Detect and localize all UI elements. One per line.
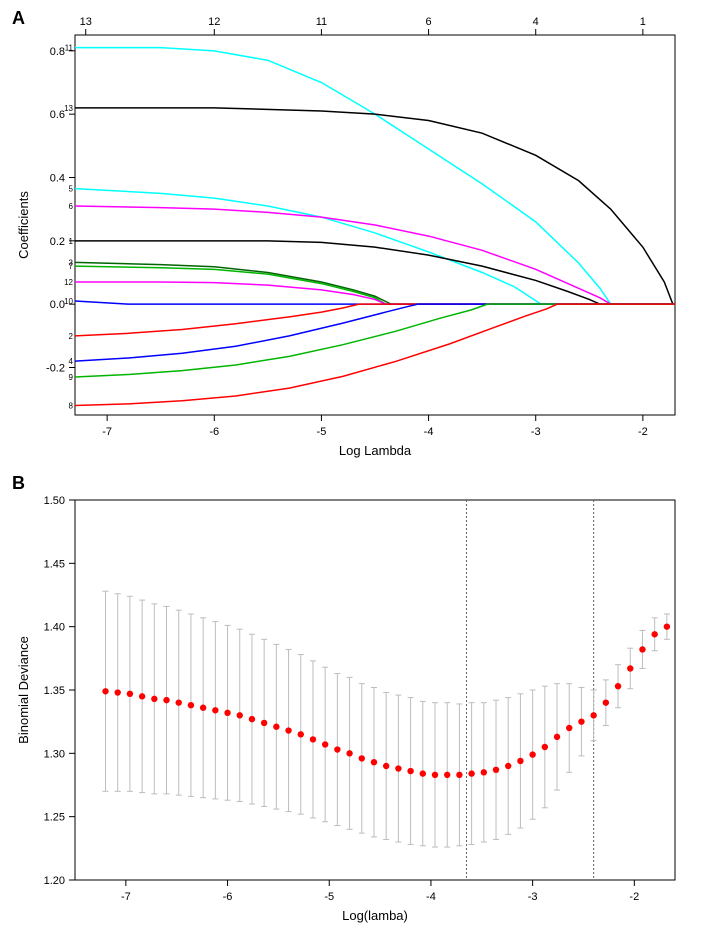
svg-text:-7: -7 [102, 426, 112, 438]
svg-text:12: 12 [64, 278, 73, 287]
svg-text:0.0: 0.0 [50, 299, 65, 311]
svg-text:-4: -4 [424, 426, 434, 438]
svg-text:Coefficients: Coefficients [16, 191, 31, 259]
svg-text:4: 4 [533, 16, 539, 28]
svg-text:1.40: 1.40 [44, 622, 65, 634]
svg-text:-2: -2 [638, 426, 648, 438]
svg-text:1: 1 [69, 237, 74, 246]
svg-text:10: 10 [64, 297, 73, 306]
svg-text:-4: -4 [426, 891, 436, 903]
svg-text:1.30: 1.30 [44, 748, 65, 760]
panel-a: A -7-6-5-4-3-2131211641-0.20.00.20.40.60… [10, 10, 698, 460]
svg-text:0.4: 0.4 [50, 173, 65, 185]
svg-text:Binomial Deviance: Binomial Deviance [16, 636, 31, 744]
svg-text:-3: -3 [531, 426, 541, 438]
svg-text:1: 1 [640, 16, 646, 28]
svg-text:1.35: 1.35 [44, 685, 65, 697]
svg-text:Log Lambda: Log Lambda [339, 443, 412, 458]
svg-text:1.45: 1.45 [44, 558, 65, 570]
svg-text:11: 11 [65, 44, 74, 53]
svg-text:-5: -5 [317, 426, 327, 438]
panel-a-label: A [12, 8, 25, 29]
svg-text:1.20: 1.20 [44, 875, 65, 887]
svg-text:6: 6 [69, 202, 74, 211]
panel-a-svg: -7-6-5-4-3-2131211641-0.20.00.20.40.60.8… [10, 10, 698, 460]
svg-text:Log(lamba): Log(lamba) [342, 908, 408, 923]
svg-text:7: 7 [69, 262, 74, 271]
svg-text:11: 11 [316, 16, 327, 28]
figure-container: A -7-6-5-4-3-2131211641-0.20.00.20.40.60… [10, 10, 698, 925]
svg-text:0.6: 0.6 [50, 109, 65, 121]
svg-text:5: 5 [69, 185, 74, 194]
svg-text:6: 6 [426, 16, 432, 28]
svg-text:9: 9 [69, 373, 74, 382]
svg-text:-5: -5 [324, 891, 334, 903]
svg-text:-6: -6 [223, 891, 233, 903]
panel-b-svg: -7 -6 -5 -4 -3 -2 1.20 1.25 1.30 1.35 1.40 1.45 1.50… [10, 475, 698, 925]
svg-text:1.50: 1.50 [44, 495, 65, 507]
svg-text:8: 8 [69, 402, 74, 411]
svg-text:13: 13 [64, 104, 73, 113]
svg-text:13: 13 [80, 16, 92, 28]
svg-text:-6: -6 [209, 426, 219, 438]
svg-text:-2: -2 [629, 891, 639, 903]
svg-text:-7: -7 [121, 891, 131, 903]
svg-text:0.2: 0.2 [50, 236, 65, 248]
svg-text:-0.2: -0.2 [46, 363, 65, 375]
svg-text:4: 4 [69, 357, 74, 366]
svg-text:2: 2 [69, 332, 74, 341]
panel-b-label: B [12, 473, 25, 494]
panel-b: B -7 -6 -5 -4 -3 -2 1.20 1.25 1.30 1.35 1.40 1.45 1.… [10, 475, 698, 925]
svg-text:12: 12 [208, 16, 220, 28]
svg-text:-3: -3 [528, 891, 538, 903]
svg-text:0.8: 0.8 [50, 46, 65, 58]
svg-text:1.25: 1.25 [44, 812, 65, 824]
